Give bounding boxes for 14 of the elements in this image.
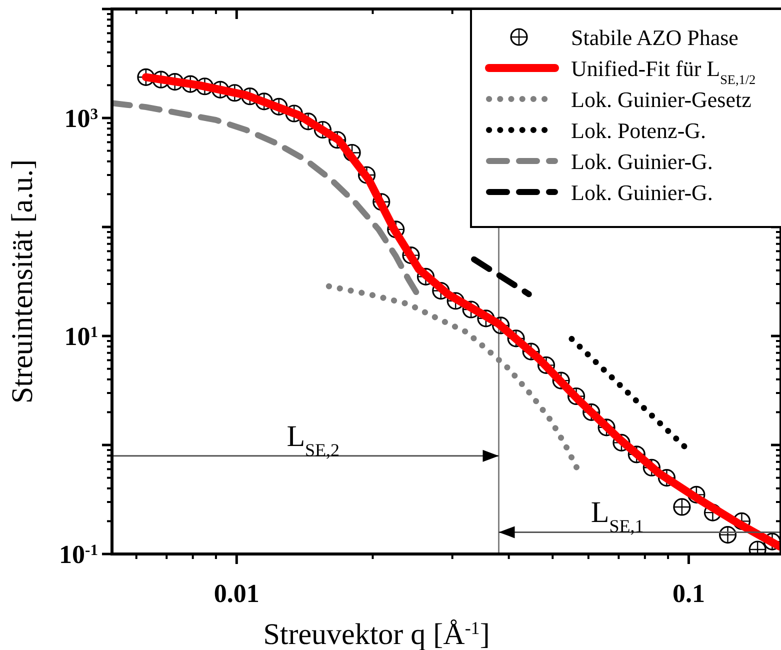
y-tick-label: 10$^{3}$ bbox=[64, 104, 98, 133]
legend-label: Lok. Potenz-G. bbox=[571, 118, 706, 143]
annotation: L$_{SE,1}$ bbox=[590, 496, 644, 536]
annotation: L$_{SE,2}$ bbox=[286, 420, 340, 460]
legend-label: Lok. Guinier-Gesetz bbox=[571, 87, 752, 112]
y-axis-title: Streuintensität [a.u.] bbox=[6, 159, 39, 404]
legend-label: Unified-Fit für L$_{SE,1/2}$ bbox=[571, 56, 756, 86]
x-tick-label: 0.1 bbox=[672, 579, 705, 608]
legend-label: Lok. Guinier-G. bbox=[571, 149, 713, 174]
legend-label: Stabile AZO Phase bbox=[571, 25, 738, 50]
x-tick-label: 0.01 bbox=[214, 579, 260, 608]
legend-label: Lok. Guinier-G. bbox=[571, 180, 713, 205]
y-tick-label: 10$^{1}$ bbox=[64, 322, 98, 351]
y-tick-label: 10$^{-1}$ bbox=[59, 540, 98, 569]
